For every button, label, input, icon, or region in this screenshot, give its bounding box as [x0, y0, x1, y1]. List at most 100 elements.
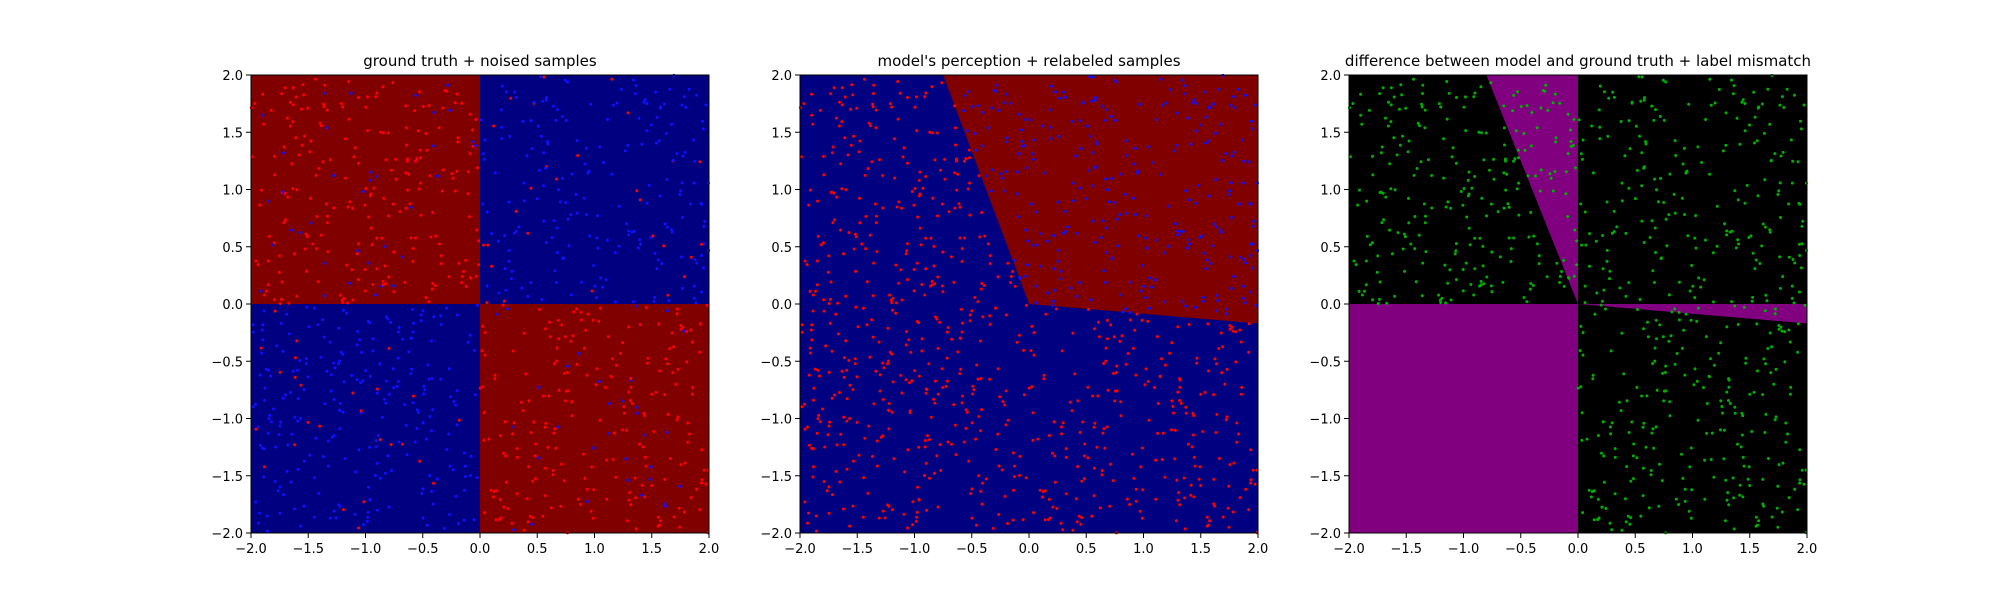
sample-point: [627, 325, 631, 329]
relabeled-point: [830, 349, 834, 353]
relabeled-point: [1058, 96, 1062, 100]
mismatch-point: [1600, 451, 1603, 455]
relabeled-point: [958, 336, 962, 340]
sample-point: [454, 403, 458, 407]
relabeled-point: [1082, 454, 1086, 458]
relabeled-point: [872, 261, 876, 265]
sample-point: [560, 323, 564, 327]
relabeled-point: [968, 156, 971, 160]
relabeled-point: [1075, 294, 1079, 298]
relabeled-point: [997, 513, 1001, 516]
relabeled-point: [1102, 427, 1106, 431]
relabeled-point: [815, 259, 819, 263]
relabeled-point: [1056, 248, 1060, 252]
relabeled-point: [1102, 362, 1106, 365]
relabeled-point: [977, 174, 981, 178]
sample-point: [619, 351, 623, 355]
relabeled-point: [1086, 385, 1090, 389]
sample-point: [504, 288, 508, 292]
mismatch-point: [1537, 262, 1541, 266]
sample-point: [658, 523, 662, 527]
sample-point: [514, 230, 518, 233]
relabeled-point: [893, 137, 896, 141]
mismatch-point: [1482, 282, 1486, 286]
relabeled-point: [1155, 238, 1158, 242]
relabeled-point: [930, 283, 934, 287]
sample-point: [332, 361, 336, 365]
sample-point: [267, 199, 271, 203]
relabeled-point: [1212, 477, 1216, 481]
relabeled-point: [1124, 139, 1128, 143]
sample-point: [596, 214, 600, 218]
sample-point: [309, 196, 312, 200]
relabeled-point: [997, 464, 1001, 468]
sample-point: [531, 479, 535, 483]
sample-point: [577, 352, 581, 355]
relabeled-point: [1249, 202, 1253, 206]
relabeled-point: [1134, 213, 1137, 216]
sample-point: [617, 244, 621, 248]
sample-point: [644, 305, 648, 309]
relabeled-point: [1025, 166, 1028, 170]
sample-point: [381, 279, 385, 283]
sample-point: [416, 410, 420, 414]
relabeled-point: [1093, 327, 1096, 331]
y-tick-label: −0.5: [1309, 355, 1341, 370]
relabeled-point: [935, 131, 939, 135]
sample-point: [375, 267, 379, 271]
relabeled-point: [1017, 152, 1021, 156]
sample-point: [311, 242, 315, 246]
relabeled-point: [868, 233, 872, 237]
relabeled-point: [964, 157, 968, 161]
x-tick-label: −2.0: [235, 542, 267, 557]
mismatch-point: [1393, 188, 1397, 192]
sample-point: [430, 429, 434, 433]
mismatch-point: [1730, 229, 1734, 233]
relabeled-point: [936, 214, 940, 218]
mismatch-point: [1420, 105, 1424, 109]
relabeled-point: [1124, 362, 1128, 366]
sample-point: [579, 310, 583, 314]
sample-point: [594, 383, 598, 387]
relabeled-point: [1004, 423, 1008, 427]
sample-point: [381, 85, 385, 89]
mismatch-point: [1785, 87, 1789, 91]
relabeled-point: [964, 426, 968, 430]
sample-point: [643, 495, 647, 499]
relabeled-point: [1100, 473, 1104, 477]
mismatch-point: [1470, 186, 1474, 190]
sample-point: [448, 464, 452, 468]
sample-point: [369, 226, 373, 230]
mismatch-point: [1653, 226, 1657, 230]
sample-point: [308, 150, 312, 154]
sample-point: [306, 420, 310, 424]
relabeled-point: [953, 104, 957, 108]
sample-point: [296, 419, 300, 423]
relabeled-point: [1131, 346, 1135, 350]
relabeled-point: [852, 134, 856, 138]
sample-point: [649, 465, 653, 469]
mismatch-point: [1598, 137, 1602, 141]
mismatch-point: [1742, 305, 1746, 309]
sample-point: [384, 282, 388, 286]
mismatch-point: [1464, 95, 1467, 99]
mismatch-point: [1751, 295, 1755, 299]
mismatch-point: [1398, 107, 1401, 111]
sample-point: [464, 284, 468, 288]
x-tick-label: −0.5: [956, 542, 988, 557]
sample-point: [490, 264, 493, 268]
sample-point: [299, 383, 303, 387]
relabeled-point: [1059, 425, 1063, 429]
relabeled-point: [1017, 215, 1021, 219]
relabeled-point: [807, 373, 811, 377]
sample-point: [326, 464, 330, 468]
x-tick-label: 1.5: [1739, 542, 1760, 557]
mismatch-point: [1597, 516, 1601, 520]
sample-point: [672, 515, 676, 519]
mismatch-point: [1386, 124, 1390, 128]
sample-point: [352, 155, 356, 159]
mismatch-point: [1650, 219, 1654, 223]
x-tick-label: −2.0: [784, 542, 816, 557]
sample-point: [701, 127, 705, 131]
mismatch-point: [1430, 206, 1434, 210]
